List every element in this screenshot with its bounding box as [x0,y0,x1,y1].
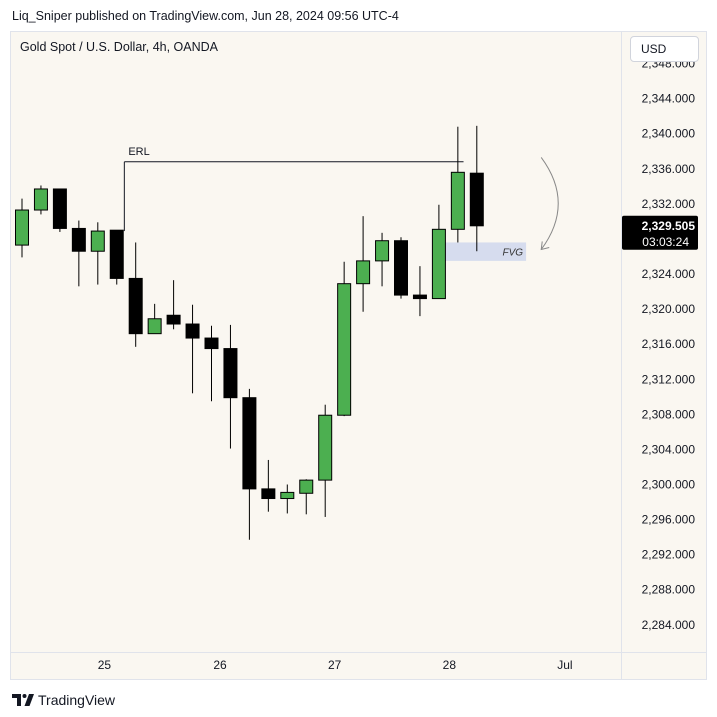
price-tick-label: 2,296.000 [642,513,696,527]
time-axis[interactable]: 25 26 27 28 Jul [98,658,573,672]
symbol-title[interactable]: Gold Spot / U.S. Dollar, 4h, OANDA [20,40,218,54]
price-tick-label: 2,312.000 [642,372,696,386]
candle-body-bull[interactable] [33,188,48,211]
footer-brand[interactable]: TradingView [12,692,115,708]
footer-brand-name: TradingView [38,692,116,708]
candle-body-bear[interactable] [166,314,181,325]
tradingview-logo-icon [12,694,34,706]
curved-arrow-head-icon [540,241,550,251]
fvg-zone [435,242,527,261]
candle-body-bull[interactable] [356,260,371,285]
candle-body-bear[interactable] [394,240,408,296]
candle-body-bull[interactable] [337,283,352,416]
candle-body-bear[interactable] [109,229,124,279]
price-axis[interactable]: 2,348.0002,344.0002,340.0002,336.0002,33… [622,57,698,632]
time-tick-label: 25 [98,658,112,672]
candle-body-bear[interactable] [204,337,219,350]
publish-info: Liq_Sniper published on TradingView.com,… [12,9,399,23]
price-tick-label: 2,304.000 [642,442,696,456]
price-tick-label: 2,284.000 [642,618,696,632]
bar-countdown-label: 03:03:24 [642,235,689,249]
current-price-badge [622,215,698,250]
price-tick-label: 2,320.000 [642,302,696,316]
candle-body-bear[interactable] [412,294,427,300]
time-tick-label: 26 [213,658,227,672]
price-tick-label: 2,308.000 [642,407,696,421]
candle-body-bull[interactable] [299,479,314,494]
candle-body-bull[interactable] [375,240,390,262]
time-tick-label: 27 [328,658,342,672]
price-tick-label: 2,300.000 [642,478,696,492]
price-tick-label: 2,292.000 [642,548,696,562]
candle-body-bull[interactable] [431,228,446,300]
annotations-layer: FVG ERL [123,146,559,261]
candle-body-bear[interactable] [261,488,276,500]
current-price-label: 2,329.505 [642,219,696,233]
candle-body-bear[interactable] [128,277,143,335]
candle-body-bull[interactable] [147,318,162,335]
curved-arrow [540,157,559,250]
candles-layer[interactable] [15,125,484,540]
candle-body-bear[interactable] [223,348,238,399]
chart-frame [10,31,707,680]
price-tick-label: 2,316.000 [642,337,696,351]
erl-label: ERL [128,146,149,158]
price-tick-label: 2,324.000 [642,267,696,281]
candle-body-bull[interactable] [450,171,465,230]
currency-button[interactable]: USD [630,36,699,62]
candle-body-bull[interactable] [15,209,29,246]
price-tick-label: 2,340.000 [642,127,696,141]
price-tick-label: 2,332.000 [642,197,696,211]
candle-body-bear[interactable] [469,172,484,227]
fvg-label: FVG [503,248,524,259]
candle-body-bull[interactable] [90,230,105,252]
time-tick-label: Jul [557,658,572,672]
chart-plot-area [11,32,706,680]
price-tick-label: 2,344.000 [642,92,696,106]
time-tick-label: 28 [443,658,457,672]
price-tick-label: 2,336.000 [642,162,696,176]
candle-body-bear[interactable] [185,323,200,339]
candle-body-bull[interactable] [280,491,295,500]
price-tick-label: 2,288.000 [642,583,696,597]
candle-body-bear[interactable] [52,188,67,229]
candle-body-bull[interactable] [318,414,333,481]
candle-body-bear[interactable] [71,227,86,252]
candle-body-bear[interactable] [242,397,257,490]
